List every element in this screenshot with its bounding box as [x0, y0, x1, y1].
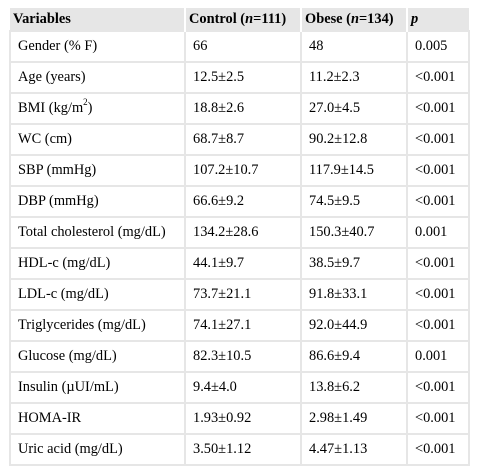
cell-control: 66.6±9.2	[185, 186, 302, 218]
cell-p: 0.001	[407, 341, 470, 373]
header-control-n: n	[245, 10, 254, 27]
cell-p: <0.001	[407, 403, 470, 435]
cell-control: 3.50±1.12	[185, 434, 302, 466]
header-control: Control (n=111)	[185, 8, 302, 31]
header-p: p	[407, 8, 469, 31]
table-row: Total cholesterol (mg/dL) 134.2±28.6 150…	[9, 217, 470, 249]
cell-obese: 38.5±9.7	[301, 248, 408, 280]
table-body: Gender (% F) 66 48 0.005 Age (years) 12.…	[9, 30, 470, 466]
cell-p: <0.001	[407, 124, 470, 156]
table-container: Variables Control (n=111) Obese (n=134) …	[9, 8, 470, 466]
cell-variable: Glucose (mg/dL)	[9, 341, 186, 373]
cell-variable: SBP (mmHg)	[9, 155, 186, 187]
header-obese-n: n	[350, 10, 359, 27]
cell-variable: DBP (mmHg)	[9, 186, 186, 218]
cell-variable: LDL-c (mg/dL)	[9, 279, 186, 311]
table-row: Gender (% F) 66 48 0.005	[9, 30, 470, 63]
table-row: Uric acid (mg/dL) 3.50±1.12 4.47±1.13 <0…	[9, 434, 470, 466]
header-p-label: p	[411, 10, 419, 27]
cell-variable: BMI (kg/m2)	[9, 93, 186, 125]
table-header: Variables Control (n=111) Obese (n=134) …	[10, 8, 469, 31]
header-row: Variables Control (n=111) Obese (n=134) …	[10, 8, 469, 31]
cell-control: 12.5±2.5	[185, 62, 302, 94]
cell-obese: 2.98±1.49	[301, 403, 408, 435]
cell-control: 44.1±9.7	[185, 248, 302, 280]
cell-variable: Uric acid (mg/dL)	[9, 434, 186, 466]
cell-control: 74.1±27.1	[185, 310, 302, 342]
header-obese-post: =134)	[358, 10, 394, 27]
table-row: Insulin (µUI/mL) 9.4±4.0 13.8±6.2 <0.001	[9, 372, 470, 404]
header-control-pre: Control (	[189, 10, 246, 27]
table-row: BMI (kg/m2) 18.8±2.6 27.0±4.5 <0.001	[9, 93, 470, 125]
cell-variable: Triglycerides (mg/dL)	[9, 310, 186, 342]
cell-control: 9.4±4.0	[185, 372, 302, 404]
cell-obese: 13.8±6.2	[301, 372, 408, 404]
cell-obese: 11.2±2.3	[301, 62, 408, 94]
cell-variable: Total cholesterol (mg/dL)	[9, 217, 186, 249]
cell-variable: Gender (% F)	[9, 30, 186, 63]
cell-p: <0.001	[407, 155, 470, 187]
cell-obese: 92.0±44.9	[301, 310, 408, 342]
table-row: SBP (mmHg) 107.2±10.7 117.9±14.5 <0.001	[9, 155, 470, 187]
cell-p: <0.001	[407, 310, 470, 342]
cell-obese: 48	[301, 30, 408, 63]
table-row: WC (cm) 68.7±8.7 90.2±12.8 <0.001	[9, 124, 470, 156]
cell-control: 107.2±10.7	[185, 155, 302, 187]
header-obese-pre: Obese (	[305, 10, 351, 27]
table-row: HOMA-IR 1.93±0.92 2.98±1.49 <0.001	[9, 403, 470, 435]
cell-p: <0.001	[407, 279, 470, 311]
cell-variable: Age (years)	[9, 62, 186, 94]
cell-variable: Insulin (µUI/mL)	[9, 372, 186, 404]
cell-control: 82.3±10.5	[185, 341, 302, 373]
cell-p: <0.001	[407, 248, 470, 280]
cell-obese: 150.3±40.7	[301, 217, 408, 249]
table-row: DBP (mmHg) 66.6±9.2 74.5±9.5 <0.001	[9, 186, 470, 218]
table-row: Age (years) 12.5±2.5 11.2±2.3 <0.001	[9, 62, 470, 94]
cell-obese: 117.9±14.5	[301, 155, 408, 187]
table-row: Triglycerides (mg/dL) 74.1±27.1 92.0±44.…	[9, 310, 470, 342]
cell-obese: 86.6±9.4	[301, 341, 408, 373]
table-row: Glucose (mg/dL) 82.3±10.5 86.6±9.4 0.001	[9, 341, 470, 373]
cell-variable: WC (cm)	[9, 124, 186, 156]
cell-control: 73.7±21.1	[185, 279, 302, 311]
table-row: HDL-c (mg/dL) 44.1±9.7 38.5±9.7 <0.001	[9, 248, 470, 280]
cell-obese: 4.47±1.13	[301, 434, 408, 466]
header-control-post: =111)	[253, 10, 287, 27]
cell-obese: 91.8±33.1	[301, 279, 408, 311]
header-variables-label: Variables	[13, 10, 71, 27]
header-obese: Obese (n=134)	[301, 8, 408, 31]
cell-p: <0.001	[407, 186, 470, 218]
cell-p: 0.001	[407, 217, 470, 249]
table-row: LDL-c (mg/dL) 73.7±21.1 91.8±33.1 <0.001	[9, 279, 470, 311]
cell-p: <0.001	[407, 434, 470, 466]
cell-obese: 74.5±9.5	[301, 186, 408, 218]
cell-obese: 90.2±12.8	[301, 124, 408, 156]
header-variables: Variables	[10, 8, 186, 31]
bmi-label-close: )	[87, 100, 93, 116]
cell-p: 0.005	[407, 30, 470, 63]
bmi-label: BMI (kg/m	[18, 100, 84, 116]
cell-variable: HOMA-IR	[9, 403, 186, 435]
cell-obese: 27.0±4.5	[301, 93, 408, 125]
cell-p: <0.001	[407, 62, 470, 94]
cell-p: <0.001	[407, 93, 470, 125]
cell-control: 18.8±2.6	[185, 93, 302, 125]
bmi-superscript: 2	[83, 97, 88, 108]
cell-control: 1.93±0.92	[185, 403, 302, 435]
cell-variable: HDL-c (mg/dL)	[9, 248, 186, 280]
cell-control: 134.2±28.6	[185, 217, 302, 249]
cell-control: 68.7±8.7	[185, 124, 302, 156]
cell-p: <0.001	[407, 372, 470, 404]
cell-control: 66	[185, 30, 302, 63]
data-table: Variables Control (n=111) Obese (n=134) …	[9, 8, 470, 466]
